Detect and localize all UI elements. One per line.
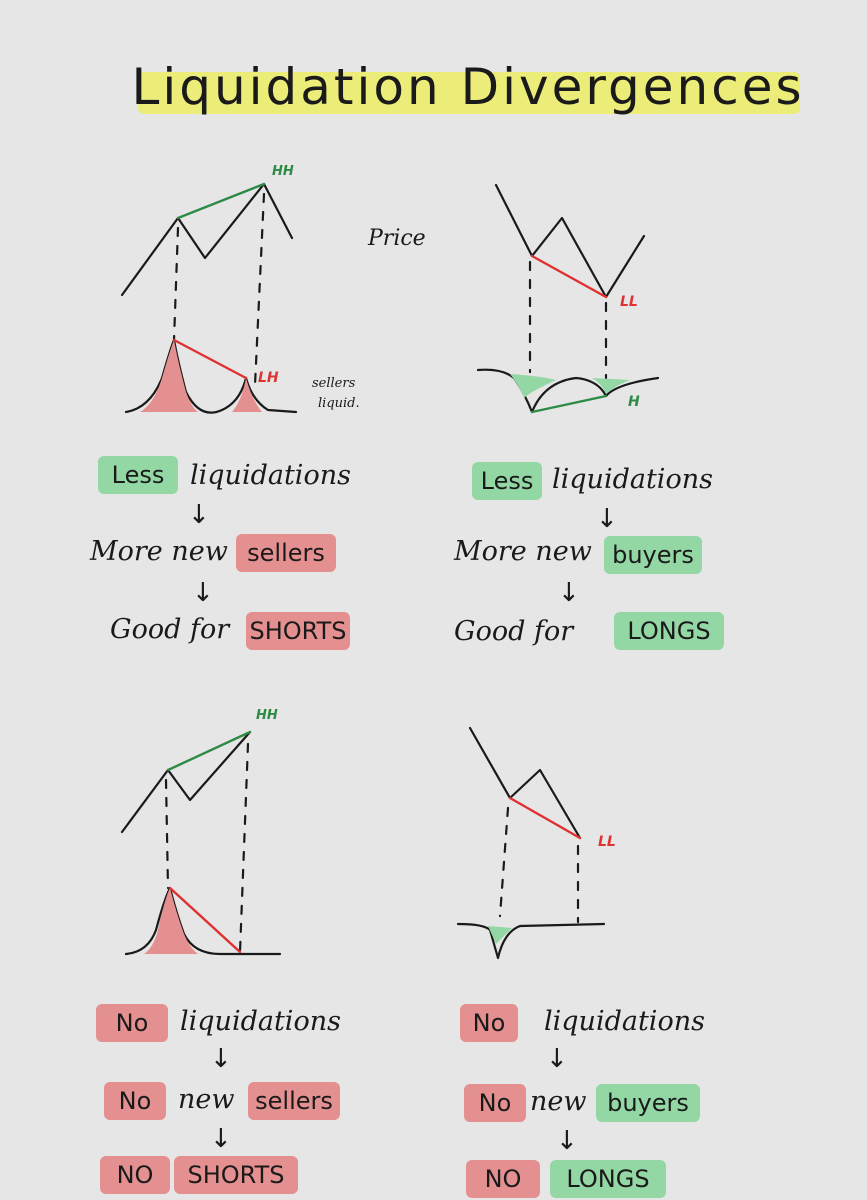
arrow-down-icon: ↓: [188, 500, 210, 530]
guide-line: [238, 742, 250, 954]
arrow-down-icon: ↓: [556, 1126, 578, 1156]
guide-line: [172, 226, 180, 342]
hh-mark: HH: [256, 708, 278, 723]
tag-less: Less: [98, 456, 178, 494]
text-more-new: More new: [454, 536, 592, 567]
guide-line: [164, 778, 170, 890]
guide-line: [253, 192, 266, 387]
liquidation-curve-top-right: [476, 368, 660, 414]
tag-less: Less: [472, 462, 542, 500]
liquid-label: liquid.: [318, 396, 360, 411]
tag-buyers: buyers: [604, 536, 702, 574]
liquidation-fill-green: [510, 374, 556, 398]
divergence-line-green: [176, 182, 266, 220]
tag-no: NO: [466, 1160, 540, 1198]
hh-mark: HH: [272, 164, 294, 179]
tag-sellers: sellers: [248, 1082, 340, 1120]
page-title: Liquidation Divergences: [131, 58, 805, 116]
lh-mark: LH: [258, 370, 279, 386]
tag-no: No: [464, 1084, 526, 1122]
arrow-down-icon: ↓: [558, 578, 580, 608]
liquidation-fill-red: [140, 340, 198, 412]
text-liquidations: liquidations: [552, 464, 713, 495]
tag-shorts: SHORTS: [174, 1156, 298, 1194]
price-label: Price: [368, 226, 426, 251]
liquidation-fill-red: [144, 888, 198, 954]
ll-mark: LL: [620, 294, 638, 310]
liquidation-fill-green: [488, 926, 512, 944]
liquidation-fill-red: [232, 378, 262, 412]
tag-longs: LONGS: [614, 612, 724, 650]
text-more-new: More new: [90, 536, 228, 567]
price-line-top-left: [120, 182, 294, 297]
liquidation-curve-bottom-left: [124, 886, 282, 956]
sellers-label: sellers: [312, 376, 356, 391]
guide-line: [498, 806, 510, 918]
divergence-line-red: [530, 254, 608, 299]
text-good-for: Good for: [110, 614, 230, 645]
divergence-line-green: [530, 394, 608, 414]
arrow-down-icon: ↓: [210, 1124, 232, 1154]
arrow-down-icon: ↓: [192, 578, 214, 608]
arrow-down-icon: ↓: [546, 1044, 568, 1074]
divergence-line-red: [168, 886, 242, 954]
title-block: Liquidation Divergences: [128, 30, 808, 120]
liquidation-curve-bottom-right: [456, 922, 606, 960]
price-line-bottom-left: [120, 730, 252, 834]
text-liquidations: liquidations: [190, 460, 351, 491]
text-liquidations: liquidations: [180, 1006, 341, 1037]
arrow-down-icon: ↓: [596, 504, 618, 534]
h-mark: H: [628, 394, 640, 410]
price-line-top-right: [494, 183, 646, 299]
text-good-for: Good for: [454, 616, 574, 647]
tag-no: No: [96, 1004, 168, 1042]
tag-no: No: [460, 1004, 518, 1042]
tag-sellers: sellers: [236, 534, 336, 572]
tag-no: No: [104, 1082, 166, 1120]
text-new: new: [178, 1084, 235, 1115]
text-liquidations: liquidations: [544, 1006, 705, 1037]
title-highlight: [138, 72, 800, 114]
tag-buyers: buyers: [596, 1084, 700, 1122]
ll-mark: LL: [598, 834, 616, 850]
tag-shorts: SHORTS: [246, 612, 350, 650]
tag-longs: LONGS: [550, 1160, 666, 1198]
text-new: new: [530, 1086, 587, 1117]
divergence-line-green: [166, 730, 252, 772]
tag-no: NO: [100, 1156, 170, 1194]
divergence-line-red: [508, 796, 582, 840]
price-line-bottom-right: [468, 726, 582, 840]
arrow-down-icon: ↓: [210, 1044, 232, 1074]
divergence-line-red: [172, 338, 248, 380]
liquidation-fill-green: [592, 378, 630, 394]
